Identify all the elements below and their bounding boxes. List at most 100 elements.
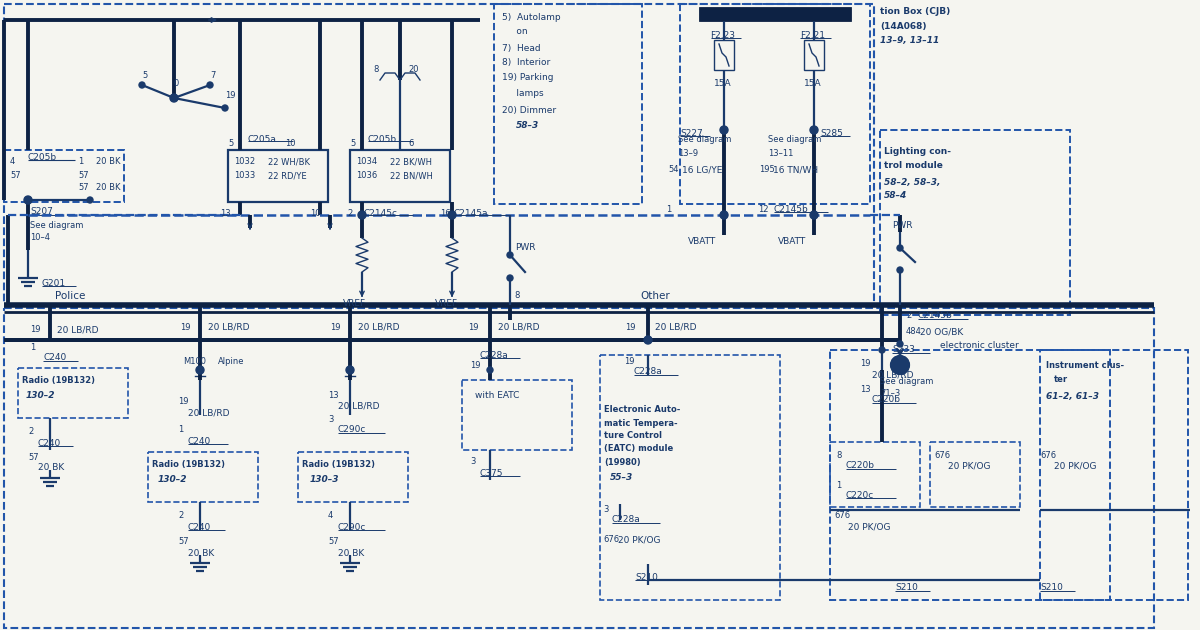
- Text: C2145c: C2145c: [364, 209, 397, 217]
- Text: C220b: C220b: [846, 462, 875, 471]
- Text: 19: 19: [178, 398, 188, 406]
- Text: C240: C240: [188, 522, 211, 532]
- Text: 19: 19: [470, 360, 480, 370]
- Text: 2: 2: [906, 311, 911, 321]
- Text: 57: 57: [78, 171, 89, 180]
- Text: 57: 57: [178, 537, 188, 546]
- Circle shape: [170, 94, 178, 102]
- Bar: [1040, 350, 1188, 600]
- Text: 8: 8: [373, 66, 378, 74]
- Text: with EATC: with EATC: [475, 391, 520, 401]
- Text: 7)  Head: 7) Head: [502, 43, 541, 52]
- Bar: [4, 308, 1154, 628]
- Circle shape: [208, 82, 214, 88]
- Text: 7: 7: [210, 71, 215, 79]
- Text: 57: 57: [328, 537, 338, 546]
- Text: 20: 20: [408, 66, 419, 74]
- Text: S210: S210: [1040, 583, 1063, 592]
- Circle shape: [898, 245, 904, 251]
- Text: C205b: C205b: [28, 152, 58, 161]
- Text: 20 LB/RD: 20 LB/RD: [58, 326, 98, 335]
- Text: matic Tempera-: matic Tempera-: [604, 418, 678, 428]
- Text: Radio (19B132): Radio (19B132): [302, 461, 374, 469]
- Text: 676: 676: [934, 450, 950, 459]
- Circle shape: [508, 252, 514, 258]
- Text: M100: M100: [182, 357, 206, 367]
- Text: C205a: C205a: [248, 134, 277, 144]
- Text: S210: S210: [635, 573, 658, 583]
- Text: 5)  Autolamp: 5) Autolamp: [502, 13, 560, 23]
- Text: 61–2, 61–3: 61–2, 61–3: [1046, 391, 1099, 401]
- Text: (EATC) module: (EATC) module: [604, 445, 673, 454]
- Text: 22 WH/BK: 22 WH/BK: [268, 158, 310, 166]
- Text: S210: S210: [895, 583, 918, 592]
- Circle shape: [487, 367, 493, 373]
- Text: C2145b: C2145b: [918, 311, 953, 321]
- Text: 195: 195: [760, 166, 775, 175]
- Circle shape: [878, 347, 886, 353]
- Text: C240: C240: [38, 438, 61, 447]
- Bar: [804, 40, 824, 70]
- Text: C228a: C228a: [612, 515, 641, 525]
- Text: 22 BK/WH: 22 BK/WH: [390, 158, 432, 166]
- Text: ture Control: ture Control: [604, 432, 662, 440]
- Text: 0: 0: [174, 79, 179, 88]
- Text: 10: 10: [310, 209, 320, 217]
- Text: (14A068): (14A068): [880, 21, 926, 30]
- Text: 20 BK: 20 BK: [338, 549, 365, 558]
- Text: 20 LB/RD: 20 LB/RD: [338, 401, 379, 411]
- Text: PWR: PWR: [892, 220, 912, 229]
- Bar: [880, 130, 1070, 315]
- Text: electronic cluster: electronic cluster: [940, 340, 1019, 350]
- Text: F2.21: F2.21: [800, 32, 826, 40]
- Text: 58–4: 58–4: [884, 192, 907, 200]
- Text: 15A: 15A: [804, 79, 822, 88]
- Text: 3: 3: [328, 416, 334, 425]
- Bar: [714, 40, 734, 70]
- Text: Lighting con-: Lighting con-: [884, 147, 952, 156]
- Text: C228a: C228a: [634, 367, 662, 377]
- Text: 8)  Interior: 8) Interior: [502, 59, 551, 67]
- Text: 130–2: 130–2: [26, 391, 55, 399]
- Text: 22 RD/YE: 22 RD/YE: [268, 171, 307, 181]
- Text: 22 BN/WH: 22 BN/WH: [390, 171, 433, 181]
- Text: 20 BK: 20 BK: [96, 158, 120, 166]
- Circle shape: [810, 126, 818, 134]
- Text: C2145a: C2145a: [454, 209, 488, 217]
- Text: C220b: C220b: [872, 396, 901, 404]
- Text: 484: 484: [906, 328, 922, 336]
- Circle shape: [448, 211, 456, 219]
- Text: 1: 1: [836, 481, 841, 490]
- Text: 16 LG/YE: 16 LG/YE: [682, 166, 722, 175]
- Circle shape: [508, 275, 514, 281]
- Text: 13–9: 13–9: [678, 149, 698, 158]
- Text: 19: 19: [226, 91, 235, 101]
- Text: 13–9, 13–11: 13–9, 13–11: [880, 35, 940, 45]
- Bar: [4, 150, 124, 202]
- Text: 1036: 1036: [356, 171, 377, 181]
- Text: 19) Parking: 19) Parking: [502, 74, 553, 83]
- Text: 20 OG/BK: 20 OG/BK: [920, 328, 964, 336]
- Text: 20 PK/OG: 20 PK/OG: [948, 462, 990, 471]
- Text: Electronic Auto-: Electronic Auto-: [604, 406, 680, 415]
- Bar: [298, 452, 408, 502]
- Text: Alpine: Alpine: [218, 357, 245, 367]
- Text: VREF: VREF: [436, 299, 458, 309]
- Text: 20 PK/OG: 20 PK/OG: [1054, 462, 1097, 471]
- Text: 2: 2: [178, 512, 184, 520]
- Bar: [494, 4, 642, 204]
- Text: See diagram: See diagram: [768, 135, 821, 144]
- Circle shape: [196, 366, 204, 374]
- Text: 13: 13: [860, 386, 871, 394]
- Text: 676: 676: [604, 536, 619, 544]
- Circle shape: [88, 197, 94, 203]
- Circle shape: [810, 211, 818, 219]
- Bar: [462, 380, 572, 450]
- Text: 10–4: 10–4: [30, 234, 50, 243]
- Text: 15A: 15A: [714, 79, 732, 88]
- Text: 10: 10: [286, 139, 295, 147]
- Bar: [228, 150, 328, 202]
- Text: 1: 1: [666, 205, 671, 214]
- Text: 1032: 1032: [234, 158, 256, 166]
- Text: 3: 3: [604, 505, 608, 515]
